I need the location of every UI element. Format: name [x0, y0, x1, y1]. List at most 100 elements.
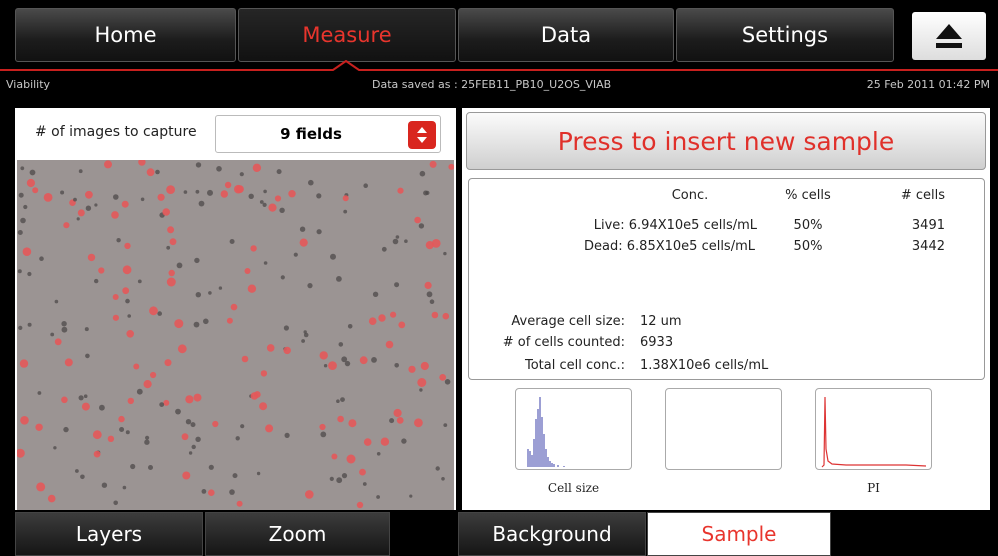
- cell: [336, 477, 342, 483]
- cell: [245, 268, 251, 274]
- cell: [316, 193, 321, 198]
- summary-label: Average cell size:: [472, 314, 625, 329]
- cell: [123, 265, 132, 274]
- cell: [404, 239, 408, 243]
- red-divider: [0, 60, 998, 74]
- cell: [113, 194, 119, 200]
- cell: [30, 170, 36, 176]
- cell: [116, 238, 120, 242]
- cell: [158, 194, 165, 201]
- cell: [397, 417, 404, 424]
- cell: [189, 451, 192, 454]
- cell: [62, 327, 68, 333]
- tab-data[interactable]: Data: [458, 8, 674, 62]
- cell: [75, 469, 79, 473]
- summary-label: # of cells counted:: [472, 335, 625, 350]
- cell: [445, 379, 451, 385]
- cell: [242, 356, 249, 363]
- cell: [99, 405, 105, 411]
- cell: [441, 477, 445, 481]
- cell: [32, 187, 38, 193]
- cell: [240, 424, 244, 428]
- cell: [94, 203, 97, 206]
- cell: [77, 217, 80, 220]
- cell: [359, 469, 366, 476]
- cell: [165, 359, 172, 366]
- cell: [118, 416, 124, 422]
- empty-histogram[interactable]: [665, 388, 782, 470]
- cell: [170, 238, 177, 245]
- cell: [113, 294, 119, 300]
- cell: [225, 182, 231, 188]
- cell: [294, 253, 298, 257]
- tab-layers[interactable]: Layers: [15, 512, 203, 556]
- tab-zoom[interactable]: Zoom: [205, 512, 390, 556]
- column-header: % cells: [778, 188, 838, 203]
- pi-histogram[interactable]: [815, 388, 932, 470]
- cell: [111, 211, 119, 219]
- cell: [144, 380, 152, 388]
- cell: [182, 472, 190, 480]
- cell: [394, 282, 399, 287]
- cell: [155, 170, 160, 175]
- cell: [397, 188, 403, 194]
- column-header: Conc.: [670, 188, 710, 203]
- cell: [167, 278, 176, 287]
- cell: [317, 229, 322, 234]
- tab-sample[interactable]: Sample: [647, 512, 831, 556]
- cell: [191, 422, 196, 427]
- cell: [436, 466, 440, 470]
- cell: [85, 191, 93, 199]
- cell: [369, 317, 377, 325]
- cell: [27, 179, 35, 187]
- cell: [233, 473, 238, 478]
- column-header: # cells: [885, 188, 945, 203]
- capture-select[interactable]: 9 fields: [215, 115, 441, 153]
- cell: [382, 247, 387, 252]
- tab-settings[interactable]: Settings: [676, 8, 894, 62]
- cell: [343, 210, 347, 214]
- cell: [78, 209, 85, 216]
- cell: [61, 321, 66, 326]
- cell: [130, 464, 135, 469]
- cell: [237, 501, 243, 507]
- cell: [284, 347, 291, 354]
- cell: [39, 256, 44, 261]
- eject-button[interactable]: [912, 12, 986, 60]
- insert-sample-button[interactable]: Press to insert new sample: [466, 112, 986, 170]
- cell: [265, 424, 273, 432]
- cell: [363, 183, 368, 188]
- cell: [393, 239, 399, 245]
- eject-icon: [912, 12, 986, 60]
- live-conc: Live: 6.94X10e5 cells/mL: [522, 218, 757, 233]
- cell: [324, 364, 327, 367]
- cell-size-histogram[interactable]: [515, 388, 632, 470]
- cell: [259, 402, 267, 410]
- cell-image: [17, 160, 454, 510]
- spinner[interactable]: [408, 121, 436, 149]
- cell: [381, 438, 389, 446]
- cell: [23, 247, 32, 256]
- cell: [343, 195, 349, 201]
- cell: [300, 239, 308, 247]
- dead-count: 3442: [885, 239, 945, 254]
- cell: [331, 454, 337, 460]
- tab-home[interactable]: Home: [15, 8, 236, 62]
- dead-conc: Dead: 6.85X10e5 cells/mL: [522, 239, 755, 254]
- tab-measure[interactable]: Measure: [238, 8, 456, 62]
- cell: [348, 324, 353, 329]
- cell: [281, 275, 285, 279]
- cell: [207, 190, 213, 196]
- cell: [148, 465, 153, 470]
- histogram-label: Cell size: [515, 481, 632, 495]
- histogram-label: PI: [815, 481, 932, 495]
- cell: [208, 489, 215, 496]
- cell: [208, 291, 212, 295]
- cell: [94, 451, 101, 458]
- cell: [55, 300, 59, 304]
- cell: [20, 166, 24, 170]
- cell: [124, 243, 130, 249]
- tab-background[interactable]: Background: [458, 512, 646, 556]
- cell: [408, 366, 415, 373]
- cell: [425, 282, 432, 289]
